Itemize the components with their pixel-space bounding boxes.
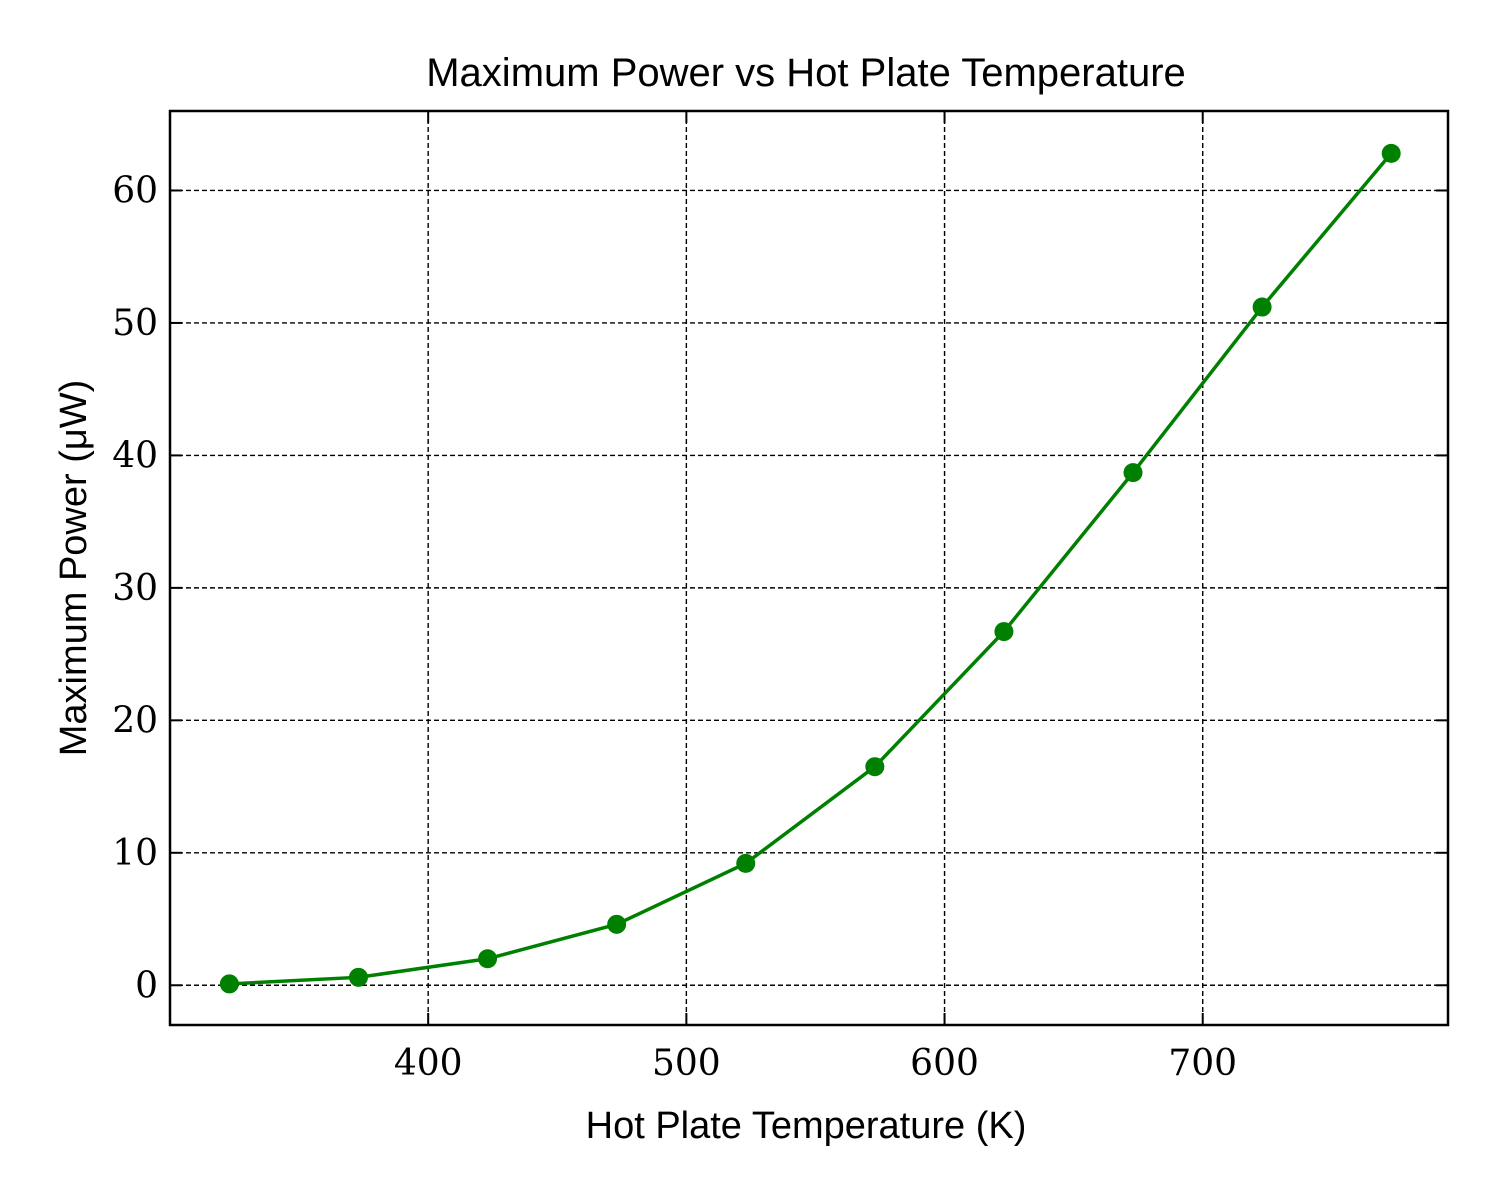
y-tick-label: 60 — [112, 170, 158, 211]
data-point — [1381, 143, 1401, 163]
data-point — [607, 914, 627, 934]
y-tick-label: 50 — [112, 303, 158, 344]
y-tick-label: 10 — [112, 833, 158, 874]
series-line — [229, 152, 1393, 986]
y-axis-label: Maximum Power (μW) — [53, 380, 95, 757]
y-tick-label: 20 — [112, 700, 158, 741]
plot-frame — [168, 109, 1450, 1027]
ticks — [170, 111, 1448, 1025]
data-point — [1252, 297, 1272, 317]
data-point — [736, 853, 756, 873]
data-point — [865, 757, 885, 777]
data-point — [994, 622, 1014, 642]
x-axis-label: Hot Plate Temperature (K) — [586, 1105, 1027, 1147]
grid — [170, 111, 1448, 1025]
x-tick-label: 400 — [394, 1043, 463, 1084]
y-tick-label: 30 — [112, 568, 158, 609]
chart-title: Maximum Power vs Hot Plate Temperature — [426, 51, 1186, 95]
series — [219, 143, 1401, 994]
tick-labels: 400 500 600 700 0 10 20 30 40 50 60 — [112, 170, 1237, 1084]
data-point — [348, 967, 368, 987]
data-point — [219, 974, 239, 994]
x-tick-label: 500 — [652, 1043, 721, 1084]
data-point — [1123, 463, 1143, 483]
y-tick-label: 0 — [135, 965, 158, 1006]
x-tick-label: 600 — [910, 1043, 979, 1084]
data-point — [478, 949, 498, 969]
y-tick-label: 40 — [112, 435, 158, 476]
x-tick-label: 700 — [1168, 1043, 1237, 1084]
